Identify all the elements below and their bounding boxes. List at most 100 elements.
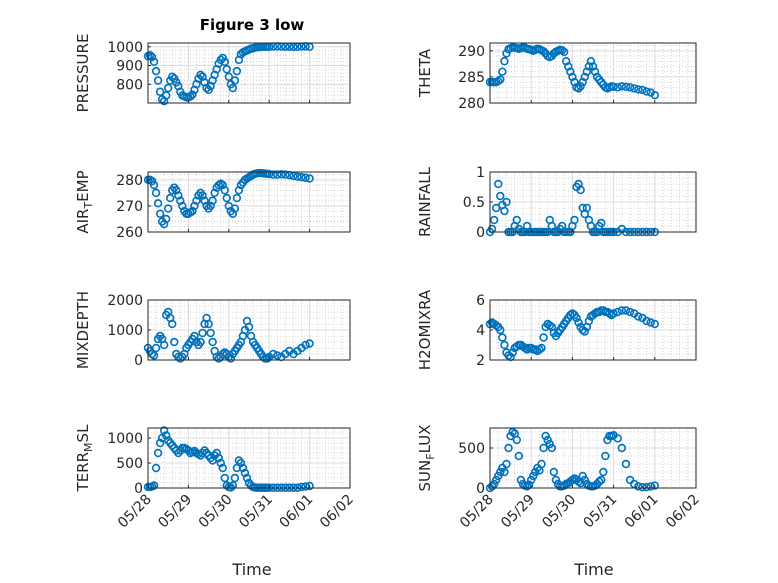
y-tick-label: 0 <box>134 481 143 497</box>
x-tick-label: 05/31 <box>581 492 621 532</box>
data-point <box>161 431 171 440</box>
plot-area <box>490 43 696 103</box>
data-point <box>216 458 225 468</box>
data-point <box>151 463 161 473</box>
data-point <box>574 84 583 93</box>
data-point <box>190 201 199 211</box>
x-tick-label: 06/02 <box>663 492 703 532</box>
data-point <box>539 333 548 342</box>
data-point <box>297 482 306 492</box>
data-point <box>551 475 561 485</box>
data-point <box>617 443 627 453</box>
subplot-4: 0 0.5 1 RAINFALL <box>416 165 697 241</box>
data-point <box>178 201 187 211</box>
data-point <box>502 197 511 207</box>
data-point <box>226 354 236 363</box>
data-point <box>155 87 165 96</box>
subplot-3: 260 270 280 AIRTEMP <box>74 168 351 241</box>
data-point <box>498 333 507 342</box>
data-point <box>153 199 163 208</box>
y-tick-label: 500 <box>116 456 143 472</box>
x-tick-label: 05/30 <box>196 492 236 532</box>
axes-box <box>147 171 351 233</box>
data-point <box>244 322 254 332</box>
x-tick-label: 05/28 <box>457 492 497 532</box>
subplot-8: 0 500 SUNFLUX 05/28 05/29 05/30 05/31 06/01 06/0… <box>416 425 703 532</box>
data-point <box>568 72 577 82</box>
y-tick-label: 6 <box>476 293 485 309</box>
data-point <box>230 473 240 483</box>
data-point <box>149 57 159 66</box>
data-point <box>218 463 227 473</box>
y-tick-label: 0 <box>476 481 485 497</box>
data-point <box>547 443 556 453</box>
figure-title: Figure 3 low <box>200 16 305 34</box>
data-series <box>485 306 659 362</box>
data-point <box>584 316 594 326</box>
data-point <box>559 481 569 490</box>
data-point <box>580 475 589 485</box>
data-point <box>273 170 282 179</box>
data-point <box>176 196 185 205</box>
data-point <box>539 47 548 56</box>
data-point <box>301 340 310 350</box>
data-point <box>164 204 173 213</box>
data-point <box>613 83 622 92</box>
y-tick-label: 280 <box>458 96 485 112</box>
data-point <box>293 172 302 181</box>
data-point <box>586 57 596 66</box>
data-point <box>230 76 240 85</box>
data-point <box>543 435 552 445</box>
data-point <box>642 316 651 326</box>
data-point <box>220 186 229 195</box>
data-point <box>269 170 278 179</box>
data-point <box>228 209 238 218</box>
y-axis-label: PRESSURE <box>74 34 92 113</box>
data-point <box>305 481 314 491</box>
data-point <box>559 47 569 57</box>
data-point <box>232 66 242 76</box>
data-point <box>151 343 161 353</box>
data-point <box>582 67 592 76</box>
data-point <box>494 471 503 481</box>
data-point <box>172 186 181 195</box>
y-tick-label: 900 <box>116 59 143 75</box>
data-point <box>522 482 532 491</box>
y-tick-label: 800 <box>116 77 143 93</box>
data-point <box>164 83 173 93</box>
data-point <box>545 439 554 449</box>
data-point <box>159 426 169 435</box>
data-point <box>188 90 197 99</box>
data-point <box>531 467 540 477</box>
data-point <box>516 475 526 485</box>
data-point <box>642 483 651 492</box>
data-point <box>151 66 161 76</box>
data-point <box>305 174 314 183</box>
y-axis-label: MIXDEPTH <box>74 291 92 369</box>
data-point <box>489 215 499 225</box>
data-point <box>301 173 310 182</box>
data-point <box>634 312 643 321</box>
data-point <box>218 180 227 190</box>
data-point <box>208 196 217 205</box>
x-tick-label: 06/01 <box>277 492 317 532</box>
data-point <box>489 479 499 489</box>
x-axis-label-left: Time <box>231 560 271 579</box>
data-point <box>212 448 221 458</box>
data-point <box>198 191 207 200</box>
data-point <box>580 72 589 82</box>
data-point <box>584 62 594 71</box>
data-point <box>537 343 546 353</box>
data-point <box>590 67 600 76</box>
y-tick-label: 2000 <box>107 293 143 309</box>
data-point <box>650 90 659 100</box>
data-point <box>496 75 505 84</box>
y-tick-label: 1 <box>476 165 485 181</box>
data-point <box>613 434 622 443</box>
data-point <box>638 483 647 492</box>
data-point <box>638 85 647 95</box>
x-tick-label: 05/31 <box>236 492 276 532</box>
data-point <box>277 170 286 179</box>
data-point <box>153 448 163 458</box>
data-point <box>220 473 229 483</box>
